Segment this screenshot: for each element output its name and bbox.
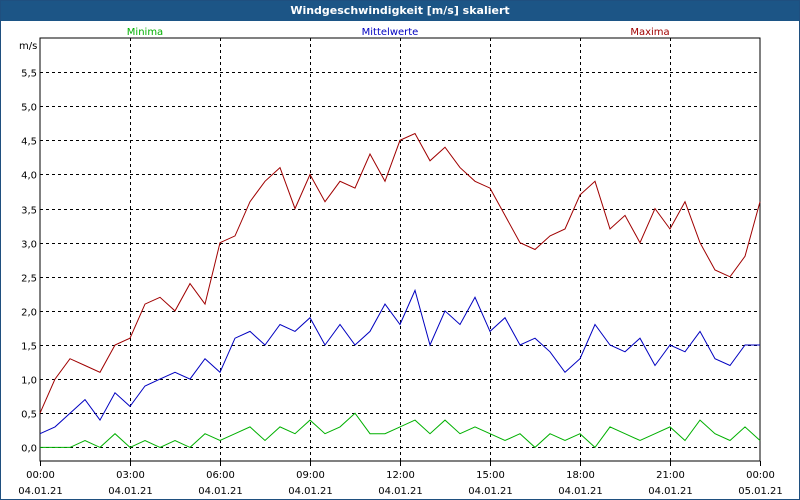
y-tick-label: 4,5	[21, 137, 37, 148]
y-tick-label: 2,5	[21, 274, 37, 285]
x-tick-time: 03:00	[116, 470, 145, 481]
series-line-maxima	[39, 132, 761, 414]
x-tick-time: 06:00	[206, 470, 235, 481]
x-tick-date: 04.01.21	[108, 486, 153, 497]
series-line-mittelwerte	[39, 288, 760, 435]
x-tick-time: 12:00	[386, 470, 415, 481]
legend-entry-mittelwerte: Mittelwerte	[362, 27, 419, 38]
x-tick-date: 04.01.21	[288, 486, 333, 497]
legend-entry-minima: Minima	[127, 27, 163, 38]
grid	[40, 38, 760, 461]
x-tick-time: 15:00	[476, 470, 505, 481]
series-line-minima	[40, 412, 761, 449]
y-tick-label: 0,5	[21, 410, 37, 421]
y-tick-label: 4,0	[21, 171, 37, 182]
y-tick-label: 0,0	[21, 444, 37, 455]
y-tick-label: 3,0	[21, 240, 37, 251]
x-tick-time: 21:00	[656, 470, 685, 481]
x-tick-time: 18:00	[566, 470, 595, 481]
legend-entry-maxima: Maxima	[630, 27, 669, 38]
x-tick-time: 00:00	[26, 470, 55, 481]
y-tick-label: 1,0	[21, 376, 37, 387]
axes: 0,0 0,5 1,0 1,5 2,0 2,5 3,0 3,5 4,0 4,5 5,0 5,5 00:0…	[18, 37, 783, 497]
x-tick-date: 04.01.21	[18, 486, 63, 497]
wind-speed-chart: 0,0 0,5 1,0 1,5 2,0 2,5 3,0 3,5 4,0 4,5 5,0 5,5 00:0…	[18, 27, 783, 497]
x-tick-date: 04.01.21	[468, 486, 513, 497]
legend: Minima Mittelwerte Maxima	[127, 27, 670, 38]
x-tick-date: 04.01.21	[648, 486, 693, 497]
y-tick-label: 1,5	[21, 342, 37, 353]
series-layer	[39, 132, 761, 449]
window-title: Windgeschwindigkeit [m/s] skaliert	[1, 1, 799, 21]
x-tick-time: 09:00	[296, 470, 325, 481]
x-tick-date: 04.01.21	[198, 486, 243, 497]
x-tick-date: 04.01.21	[558, 486, 603, 497]
y-axis-label: m/s	[19, 41, 37, 52]
x-tick-date: 04.01.21	[378, 486, 423, 497]
y-tick-label: 5,0	[21, 103, 37, 114]
x-tick-time: 00:00	[746, 470, 775, 481]
y-tick-label: 5,5	[21, 69, 37, 80]
y-tick-label: 3,5	[21, 206, 37, 217]
y-tick-label: 2,0	[21, 308, 37, 319]
x-tick-date: 05.01.21	[738, 486, 783, 497]
